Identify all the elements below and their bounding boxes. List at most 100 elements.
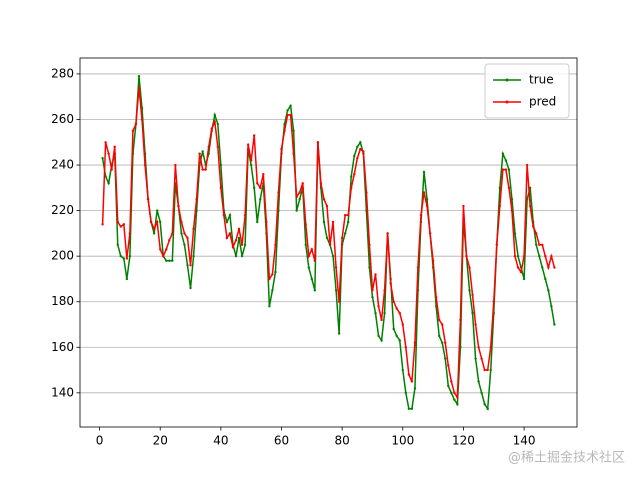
series-marker (525, 163, 529, 167)
series-marker (192, 254, 195, 258)
series-marker (480, 357, 483, 360)
series-marker (331, 220, 335, 224)
series-marker (277, 191, 280, 194)
series-marker (328, 243, 332, 246)
series-marker (453, 398, 456, 401)
series-marker (177, 204, 180, 208)
series-marker (140, 118, 144, 121)
series-marker (125, 277, 129, 281)
series-marker (547, 289, 550, 292)
series-marker (383, 311, 386, 315)
series-marker (262, 172, 265, 176)
series-marker (274, 270, 277, 274)
series-marker (228, 232, 232, 235)
series-marker (395, 334, 398, 338)
series-marker (113, 145, 116, 149)
y-tick-label: 280 (51, 66, 74, 80)
series-marker (392, 327, 395, 331)
y-tick-label: 180 (51, 294, 74, 308)
series-marker (492, 300, 495, 303)
series-marker (474, 323, 477, 326)
series-marker (444, 341, 447, 344)
series-marker (347, 213, 350, 217)
x-tick-label: 20 (153, 434, 168, 448)
series-marker (407, 373, 411, 376)
series-marker (180, 232, 183, 235)
series-marker (553, 323, 556, 326)
series-marker (122, 223, 126, 226)
series-marker (240, 254, 244, 258)
series-marker (350, 186, 353, 190)
series-marker (128, 254, 132, 258)
series-marker (246, 143, 250, 146)
series-marker (522, 254, 526, 258)
y-tick-label: 260 (51, 112, 74, 126)
series-marker (165, 259, 168, 262)
series-marker (501, 152, 505, 155)
series-marker (189, 286, 192, 290)
series-marker (313, 259, 317, 262)
x-tick-label: 40 (213, 434, 228, 448)
series-marker (268, 277, 271, 281)
series-marker (486, 407, 489, 410)
series-marker (334, 266, 338, 269)
series-marker (353, 154, 356, 158)
series-marker (137, 75, 141, 78)
series-marker (437, 334, 441, 338)
series-marker (213, 113, 216, 117)
series-marker (322, 220, 326, 224)
series-marker (283, 129, 286, 133)
series-marker (292, 152, 295, 155)
series-marker (183, 232, 186, 235)
series-marker (253, 134, 256, 137)
x-tick-label: 120 (452, 434, 475, 448)
series-marker (286, 109, 289, 112)
series-marker (380, 318, 383, 322)
series-marker (146, 198, 150, 201)
series-marker (101, 157, 104, 160)
legend-label: true (529, 73, 554, 87)
series-marker (225, 236, 229, 240)
series-marker (310, 277, 314, 281)
series-marker (168, 259, 171, 262)
series-marker (243, 213, 247, 217)
series-marker (180, 220, 183, 224)
series-marker (337, 300, 341, 303)
legend-marker (505, 100, 509, 104)
series-marker (477, 380, 480, 383)
series-marker (398, 339, 401, 342)
series-marker (119, 254, 122, 258)
series-marker (450, 391, 453, 395)
series-marker (125, 257, 129, 260)
series-marker (368, 266, 371, 269)
series-marker (222, 213, 226, 217)
series-marker (298, 198, 301, 201)
series-marker (401, 323, 404, 326)
series-marker (280, 147, 283, 151)
series-marker (310, 248, 314, 251)
series-marker (544, 277, 547, 281)
series-marker (256, 220, 259, 224)
series-marker (131, 129, 135, 133)
series-marker (253, 186, 256, 190)
series-marker (234, 254, 238, 258)
series-marker (553, 266, 556, 269)
series-marker (204, 168, 207, 171)
series-marker (295, 195, 298, 199)
series-marker (441, 341, 444, 344)
series-marker (462, 204, 465, 208)
series-marker (504, 159, 508, 162)
series-marker (480, 391, 483, 395)
series-marker (249, 159, 253, 162)
series-marker (407, 407, 411, 410)
series-marker (292, 129, 295, 133)
series-marker (259, 198, 262, 201)
series-marker (316, 141, 320, 144)
series-marker (516, 266, 520, 269)
series-marker (307, 254, 310, 258)
series-marker (134, 122, 138, 126)
series-marker (538, 243, 541, 246)
series-marker (544, 254, 547, 258)
series-marker (307, 266, 310, 269)
series-marker (513, 232, 517, 235)
